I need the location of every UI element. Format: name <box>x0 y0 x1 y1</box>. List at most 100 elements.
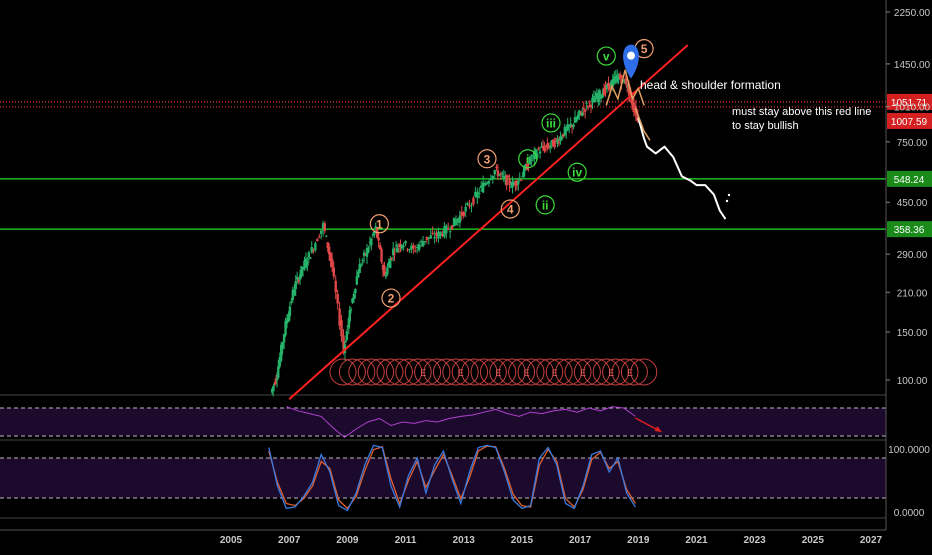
price-candle <box>560 137 564 140</box>
price-candle <box>575 118 578 122</box>
price-candle <box>476 191 479 199</box>
price-candle <box>371 234 375 236</box>
projection-path <box>637 117 727 220</box>
price-candle <box>551 139 555 147</box>
price-candle <box>435 232 438 237</box>
price-candle <box>386 267 389 275</box>
price-candle <box>357 272 360 278</box>
price-candle <box>323 223 327 232</box>
price-candle <box>282 334 286 343</box>
x-tick-label: 2009 <box>336 535 359 546</box>
price-candle <box>381 264 385 270</box>
price-candle <box>396 248 399 253</box>
price-candle <box>499 173 503 175</box>
price-candle <box>417 244 421 251</box>
event-marker <box>583 358 611 386</box>
wave-label-circle <box>541 113 561 133</box>
price-candle <box>495 167 498 169</box>
rsi-panel-band <box>0 408 886 436</box>
price-candle <box>419 240 423 242</box>
price-candle <box>316 239 319 242</box>
price-candle <box>368 241 372 243</box>
price-candle <box>454 219 458 225</box>
event-marker <box>376 358 404 386</box>
price-candle <box>540 146 543 148</box>
price-candle <box>431 232 434 234</box>
y-tick-label: 2250.00 <box>894 8 931 19</box>
price-candle <box>608 83 612 90</box>
price-candle <box>617 76 620 81</box>
price-candle <box>562 133 565 137</box>
wave-label-circle <box>596 46 616 66</box>
wave-label-circle <box>477 149 497 169</box>
event-marker <box>404 358 432 386</box>
event-marker <box>329 358 357 386</box>
annotation-red-line: must stay above this red line <box>732 106 871 118</box>
stoch-panel-band <box>0 458 886 498</box>
event-marker-label: E <box>552 368 558 378</box>
price-candle <box>543 147 546 151</box>
event-marker <box>630 358 658 386</box>
price-candle <box>406 249 409 251</box>
price-candle <box>496 170 500 177</box>
price-candle <box>377 237 380 241</box>
annotation-dot <box>727 193 731 197</box>
price-candle <box>272 384 276 386</box>
price-candle <box>607 83 610 87</box>
wave-label-circle <box>518 149 538 169</box>
event-marker <box>432 358 460 386</box>
map-pin-icon-dot <box>627 51 635 60</box>
price-candle <box>439 231 442 236</box>
wave-label-circle <box>567 162 587 182</box>
price-candle <box>470 204 473 206</box>
price-candle <box>298 274 302 280</box>
price-candle <box>599 95 603 99</box>
wave-label: iii <box>546 116 556 130</box>
price-candle <box>462 211 465 217</box>
event-marker-label: E <box>627 368 633 378</box>
price-candle <box>352 293 356 300</box>
map-pin-icon <box>623 44 639 79</box>
head-shoulder-shape <box>605 69 645 106</box>
price-candle <box>487 180 491 184</box>
x-tick-label: 2027 <box>860 535 883 546</box>
x-tick-label: 2019 <box>627 535 650 546</box>
price-candle <box>623 79 626 84</box>
price-candle <box>414 250 417 252</box>
price-candle <box>291 289 295 300</box>
price-candle <box>390 257 393 259</box>
wave-label-circle <box>535 195 555 215</box>
price-candle <box>586 106 590 108</box>
price-candle <box>489 178 493 180</box>
price-candle <box>348 310 351 322</box>
price-candle <box>598 90 601 99</box>
price-candle <box>547 145 551 149</box>
event-marker-label: E <box>580 368 586 378</box>
wave-label-circle <box>500 199 520 219</box>
price-candle <box>478 192 481 194</box>
x-tick-label: 2023 <box>744 535 767 546</box>
event-marker <box>555 358 583 386</box>
price-candle <box>479 185 483 188</box>
event-marker <box>479 358 507 386</box>
price-candle <box>501 173 504 175</box>
price-candle <box>569 123 572 126</box>
price-candle <box>359 265 363 267</box>
event-marker <box>395 358 423 386</box>
price-candle <box>301 267 305 270</box>
price-candle <box>355 276 359 285</box>
wave-label: iv <box>572 166 582 180</box>
price-candle <box>310 247 313 253</box>
wave-label: 3 <box>484 152 491 166</box>
price-candle <box>349 309 353 311</box>
price-candle <box>493 170 496 175</box>
price-candle <box>635 113 639 115</box>
price-candle <box>588 101 591 103</box>
level-badge <box>887 112 932 129</box>
price-candle <box>393 253 396 255</box>
price-candle <box>294 281 297 290</box>
price-candle <box>325 235 328 237</box>
y-tick-label: 100.00 <box>897 376 928 387</box>
price-candle <box>579 111 583 113</box>
